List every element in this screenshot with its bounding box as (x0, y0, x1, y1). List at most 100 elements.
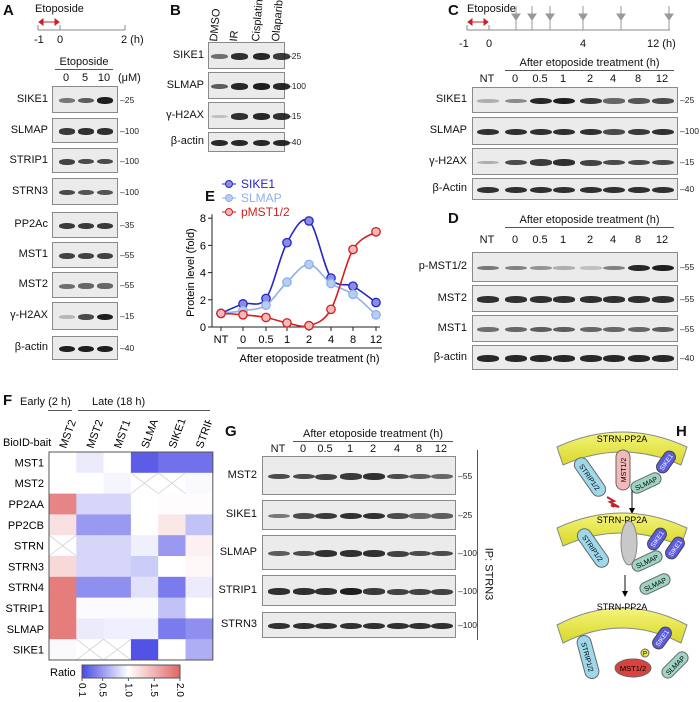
band (580, 326, 602, 333)
mw-dash: – (680, 95, 685, 105)
strip-protein (573, 457, 607, 497)
band (96, 189, 114, 196)
blot-label: β-actin (14, 341, 48, 353)
data-point (261, 300, 271, 311)
blot-d--actin (472, 345, 678, 370)
mw-value: 40 (124, 343, 135, 353)
blot-c--h2ax (472, 148, 678, 175)
y-tick-label: 0 (200, 322, 206, 334)
heatmap-column-label: MST2 (85, 420, 106, 450)
heatmap-cell (76, 556, 105, 578)
blot-a-sike1 (52, 86, 118, 113)
mw-dash: – (120, 280, 125, 290)
band (580, 355, 602, 362)
heatmap-cell (185, 556, 214, 578)
heatmap-column-label: SLMAP (139, 420, 163, 450)
band (340, 550, 362, 557)
timeline-a-tick: 2 (h) (121, 34, 144, 46)
x-axis-title: After etoposide treatment (h) (239, 353, 379, 365)
strn-pp2a-arc (556, 431, 688, 466)
heatmap-row-label: SIKE1 (13, 645, 44, 657)
strn-pp2a-label: STRN-PP2A (597, 602, 648, 612)
panel-g-letter: G (225, 423, 237, 440)
group-late: Late (18 h) (92, 396, 146, 408)
treatment-header: After etoposide treatment (h) (293, 428, 453, 442)
blot-a-slmap (52, 118, 118, 143)
band (230, 53, 248, 60)
band (58, 98, 76, 103)
timeline-a-tick: -1 (34, 34, 44, 46)
blot-label: SLMAP (166, 78, 204, 91)
band (628, 264, 650, 272)
slmap-protein (630, 472, 662, 494)
blot-label: STRIP1 (218, 583, 257, 596)
band (580, 97, 602, 105)
band (628, 296, 650, 303)
missing-cell-cross (76, 638, 104, 661)
heatmap-cell (185, 597, 214, 619)
lane-label: NT (479, 234, 495, 246)
timeline-a (37, 18, 126, 31)
band (340, 512, 362, 520)
mw-value: 100 (124, 186, 139, 197)
band (96, 222, 114, 230)
legend-label: SLMAP (241, 191, 282, 205)
data-point (238, 309, 248, 320)
band (580, 159, 602, 166)
timeline-c-tick: 4 (580, 38, 587, 50)
dna-damage-bolt-icon (606, 496, 620, 508)
band (230, 113, 248, 120)
heatmap-cell (49, 514, 77, 536)
colorbar (81, 664, 181, 679)
heatmap-cell (158, 576, 186, 599)
lane-label: 1 (559, 234, 567, 246)
mw-dash: – (458, 510, 463, 520)
colorbar-label: Ratio (50, 667, 76, 679)
band (580, 186, 602, 194)
band (268, 622, 290, 630)
band (652, 186, 674, 194)
band (409, 513, 431, 519)
lane-label: 4 (609, 234, 617, 246)
mw-marker: –100 (458, 586, 477, 596)
blot-g-sike1 (262, 500, 456, 530)
blot-label: γ-H2AX (429, 154, 467, 167)
heatmap-cell (158, 597, 186, 619)
band (505, 296, 527, 303)
mw-value: 55 (124, 250, 135, 260)
blot-label: MST1 (437, 321, 467, 334)
mw-marker: –25 (458, 510, 472, 520)
data-point (282, 237, 292, 248)
mw-value: 100 (291, 80, 306, 91)
blot-c-sike1 (472, 87, 678, 113)
band (340, 473, 362, 480)
band (603, 355, 625, 362)
mw-value: 55 (124, 280, 135, 290)
band (96, 97, 114, 104)
mw-dash: – (680, 184, 685, 194)
heatmap-cell (49, 597, 77, 619)
heatmap-cell (103, 556, 132, 578)
band (96, 253, 114, 259)
band (96, 345, 114, 353)
blot-label: SIKE1 (172, 48, 204, 61)
panel-b-letter: B (170, 2, 181, 19)
complex-state-released: STRN-PP2A STRIP1/2 MST1/2 P SIKE1 SLMAP (556, 602, 689, 679)
colorbar-tick-label: 0.5 (97, 683, 108, 697)
group-early: Early (2 h) (20, 396, 71, 408)
blot-g-slmap (262, 535, 456, 570)
heatmap-cell (103, 452, 132, 474)
band (268, 473, 290, 480)
complex-state-basal: STRN-PP2A STRIP1/2 MST1/2 SLMAP SIKE1 (556, 431, 688, 497)
blot-label: STRN3 (220, 618, 257, 630)
band (553, 296, 575, 303)
lane-label: 12 (655, 234, 669, 246)
timeline-c-tick: 0 (486, 38, 493, 50)
band (628, 326, 650, 333)
x-tick-label: 1 (284, 334, 290, 346)
band (77, 97, 95, 104)
band (58, 253, 76, 259)
band (477, 355, 499, 362)
y-tick-label: 2 (200, 295, 206, 307)
heatmap-row-label: MST1 (15, 457, 44, 469)
